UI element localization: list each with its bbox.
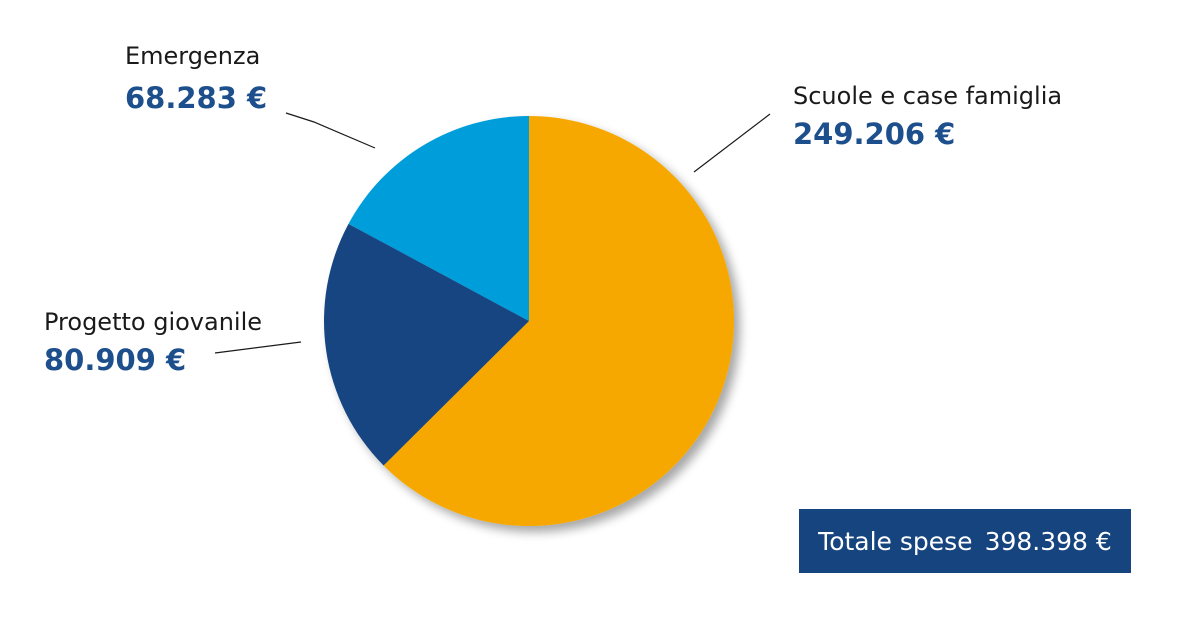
slice-value-progetto: 80.909 € [44,343,186,377]
pie-slices [324,116,735,526]
pie-slice-emergenza [348,116,529,321]
pie-slice-progetto [324,223,529,466]
total-expenses-box: Totale spese 398.398 € [799,509,1131,573]
label-emergenza: Emergenza 68.283 € [125,42,267,115]
leader-lines [214,112,771,354]
leader-line-scuole [693,113,771,173]
label-progetto: Progetto giovanile 80.909 € [44,308,262,377]
slice-name-emergenza: Emergenza [125,42,260,70]
label-scuole: Scuole e case famiglia 249.206 € [793,82,1062,151]
pie-slice-scuole [383,116,735,526]
slice-value-scuole: 249.206 € [793,117,955,151]
total-value: 398.398 € [984,526,1112,556]
leader-line-emergenza [285,112,376,149]
slice-name-progetto: Progetto giovanile [44,308,262,336]
slice-value-emergenza: 68.283 € [125,81,267,115]
leader-line-progetto [214,341,302,354]
slice-name-scuole: Scuole e case famiglia [793,82,1062,110]
total-label: Totale spese [818,526,973,556]
